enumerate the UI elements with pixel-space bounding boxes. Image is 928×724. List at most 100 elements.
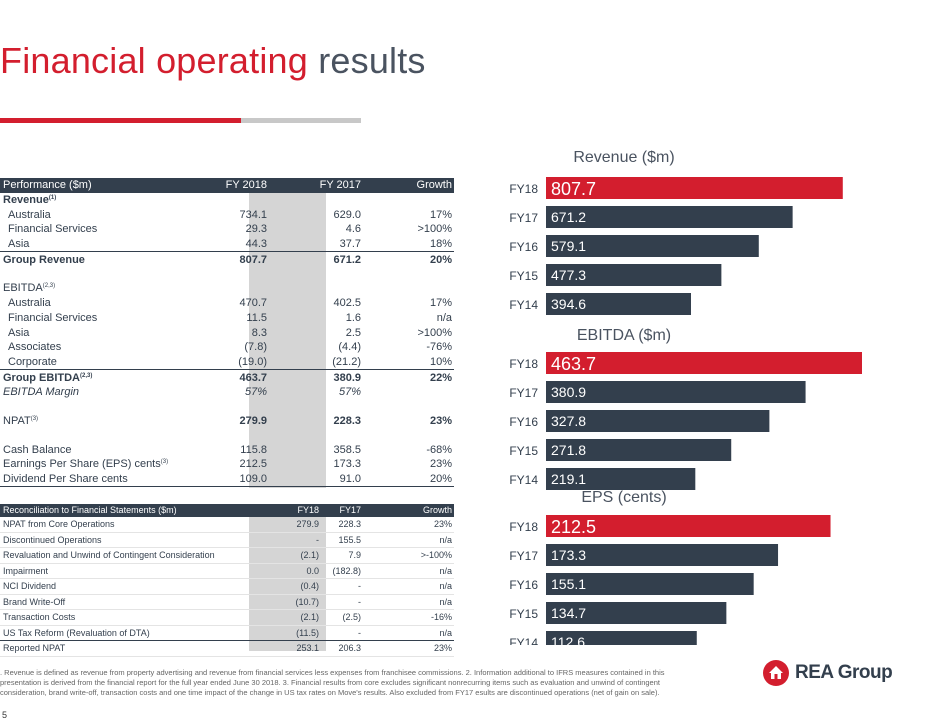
data-label: 327.8 [551,413,586,429]
fy18-value: 807.7 [239,253,267,266]
fy18-value: 463.7 [239,371,267,384]
category-label: FY17 [509,386,538,400]
row-label: Brand Write-Off [3,596,66,607]
data-label: 112.6 [551,634,585,645]
growth-value: -16% [430,612,452,622]
row-label: Asia [8,326,30,339]
fy18-value: (10.7) [295,596,319,607]
table-row: Discontinued Operations - 155.5 n/a [0,533,454,548]
title-highlight: Financial operating [0,40,308,81]
growth-value: 17% [429,208,452,221]
data-label: 807.7 [551,179,596,199]
table-row: Transaction Costs (2.1) (2.5) -16% [0,610,454,626]
table-row: Earnings Per Share (EPS) cents(3) 212.5 17… [0,457,454,472]
chart-title: EBITDA ($m) [577,327,671,344]
header-cell: FY17 [339,505,361,515]
page-title: Financial operating results [0,40,426,82]
growth-value: 23% [429,414,452,427]
fy17-value: 91.0 [339,473,361,486]
fy17-value: 4.6 [345,223,361,236]
fy18-value: 109.0 [239,473,267,486]
table-row: Australia 470.7 402.5 17% [0,296,454,311]
bar [546,573,754,595]
chart-title: Revenue ($m) [573,149,674,166]
category-label: FY15 [509,607,538,621]
bar [546,439,732,461]
table-row: Impairment 0.0 (182.8) n/a [0,564,454,579]
row-label: Australia [8,297,51,310]
category-label: FY15 [509,444,538,458]
bar [546,177,843,199]
category-label: FY16 [509,415,538,429]
title-underline-gray [241,118,361,123]
fy18-value: (19.0) [238,355,267,368]
table-row: US Tax Reform (Revaluation of DTA) (11.5)… [0,626,454,641]
bar [546,544,779,566]
data-label: 173.3 [551,547,586,563]
bar [546,206,793,228]
category-label: FY14 [509,298,538,312]
growth-value: -76% [426,341,452,354]
fy18-highlight-column-recon [249,517,326,651]
data-label: 671.2 [551,209,586,225]
table-row: EBITDA Margin 57% 57% [0,385,454,400]
header-cell: FY 2017 [319,179,361,192]
growth-value: 17% [429,297,452,310]
bar [546,631,697,645]
table-row: Asia 44.3 37.7 18% [0,237,454,253]
fy18-value: - [316,534,319,545]
row-label: US Tax Reform (Revaluation of DTA) [3,627,150,638]
fy18-value: 253.1 [296,643,319,653]
fy17-value: (182.8) [332,565,361,576]
row-label: Corporate [8,355,57,368]
row-label: Revenue(1) [3,194,57,207]
fy18-value: 8.3 [251,326,267,339]
performance-table: Performance ($m) FY 2018 FY 2017 Growth Reve… [0,178,454,488]
page-number: 5 [2,710,8,720]
growth-value: 23% [429,458,452,471]
data-label: 134.7 [551,605,586,621]
fy18-value: (7.8) [244,341,267,354]
table-row: EBITDA(2,3) [0,281,454,296]
row-label: EBITDA(2,3) [3,282,56,295]
data-label: 380.9 [551,384,586,400]
growth-value: >100% [417,326,452,339]
category-label: FY16 [509,578,538,592]
row-label: NPAT(3) [3,414,39,427]
table-row: Group Revenue 807.7 671.2 20% [0,252,454,267]
fy18-value: 470.7 [239,297,267,310]
row-label: Associates [8,341,62,354]
table-row: NCI Dividend (0.4) - n/a [0,579,454,595]
row-label: Dividend Per Share cents [3,473,128,486]
growth-value: n/a [439,596,452,607]
growth-value: n/a [439,627,452,638]
data-label: 477.3 [551,267,586,283]
category-label: FY17 [509,211,538,225]
row-label: Earnings Per Share (EPS) cents(3) [3,458,169,471]
fy17-value: - [358,581,361,591]
row-label: Discontinued Operations [3,534,102,545]
growth-value: n/a [436,311,452,324]
growth-value: 10% [429,355,452,368]
reconciliation-table: Reconciliation to Financial Statements (… [0,504,454,657]
row-label: Revaluation and Unwind of Contingent Con… [3,550,215,560]
fy17-value: - [358,596,361,607]
performance-header: Performance ($m) FY 2018 FY 2017 Growth [0,178,454,193]
bar [546,515,831,537]
footnote-ref: (1) [48,195,57,202]
data-label: 394.6 [551,296,586,312]
row-label: Cash Balance [3,443,72,456]
bar [546,264,722,286]
category-label: FY18 [509,357,538,371]
header-cell: FY18 [297,505,319,515]
reconciliation-header: Reconciliation to Financial Statements (… [0,504,454,517]
growth-value: 18% [429,238,452,251]
title-rest: results [318,40,426,81]
row-label: NCI Dividend [3,581,57,591]
fy17-value: 671.2 [333,253,361,266]
data-label: 579.1 [551,238,586,254]
fy18-value: 29.3 [245,223,267,236]
fy17-value: 380.9 [333,371,361,384]
row-label: NPAT from Core Operations [3,519,115,529]
rea-group-logo: REA Group [763,660,893,686]
